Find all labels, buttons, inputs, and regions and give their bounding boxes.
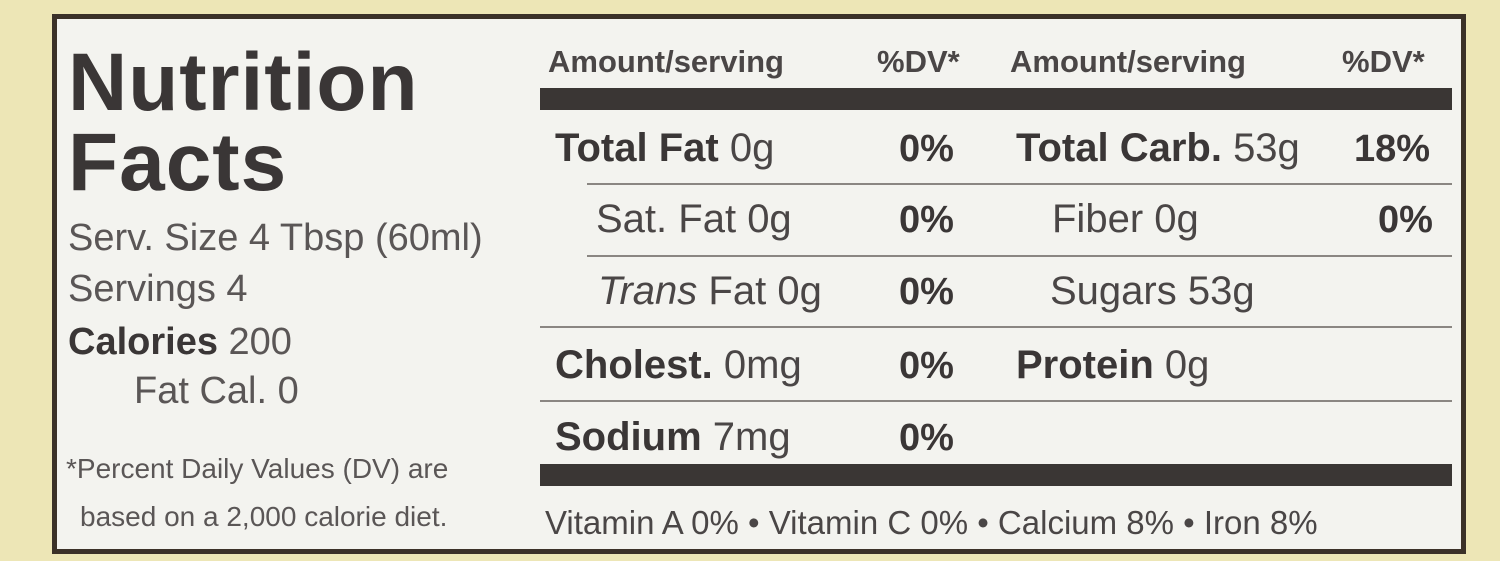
- dv-total-carb: 18%: [1354, 128, 1431, 170]
- row-fiber: Fiber 0g: [1052, 197, 1199, 241]
- dv-fiber: 0%: [1378, 199, 1433, 241]
- row-total-fat: Total Fat 0g: [555, 126, 775, 170]
- divider: [540, 326, 1452, 328]
- title-nutrition: Nutrition: [68, 37, 419, 128]
- header-dv-left: %DV*: [877, 44, 960, 79]
- divider: [587, 183, 1452, 185]
- fat-calories: Fat Cal. 0: [134, 370, 299, 412]
- calories-value: 200: [228, 321, 292, 363]
- serving-size: Serv. Size 4 Tbsp (60ml): [68, 217, 483, 259]
- dv-sodium: 0%: [899, 417, 954, 459]
- calories: Calories 200: [68, 323, 292, 361]
- row-total-carb: Total Carb. 53g: [1016, 126, 1300, 170]
- row-sat-fat: Sat. Fat 0g: [596, 197, 792, 241]
- row-cholesterol: Cholest. 0mg: [555, 343, 802, 387]
- servings: Servings 4: [68, 268, 248, 310]
- dv-total-fat: 0%: [899, 128, 954, 170]
- divider: [587, 255, 1452, 257]
- dv-cholesterol: 0%: [899, 345, 954, 387]
- row-trans-fat: Trans Fat 0g: [598, 269, 822, 313]
- row-sugars: Sugars 53g: [1050, 269, 1255, 313]
- divider: [540, 400, 1452, 402]
- footnote-line2: based on a 2,000 calorie diet.: [80, 501, 448, 532]
- vitamins-minerals: Vitamin A 0% • Vitamin C 0% • Calcium 8%…: [545, 504, 1318, 541]
- footnote-line1: *Percent Daily Values (DV) are: [66, 453, 449, 484]
- title-facts: Facts: [68, 117, 288, 208]
- row-sodium: Sodium 7mg: [555, 415, 791, 459]
- dv-trans-fat: 0%: [899, 271, 954, 313]
- thick-divider-top: [540, 88, 1452, 110]
- calories-label: Calories: [68, 321, 218, 363]
- row-protein: Protein 0g: [1016, 343, 1210, 387]
- dv-sat-fat: 0%: [899, 199, 954, 241]
- header-dv-right: %DV*: [1342, 44, 1425, 79]
- thick-divider-bottom: [540, 464, 1452, 486]
- header-amount-left: Amount/serving: [548, 44, 784, 79]
- header-amount-right: Amount/serving: [1010, 44, 1246, 79]
